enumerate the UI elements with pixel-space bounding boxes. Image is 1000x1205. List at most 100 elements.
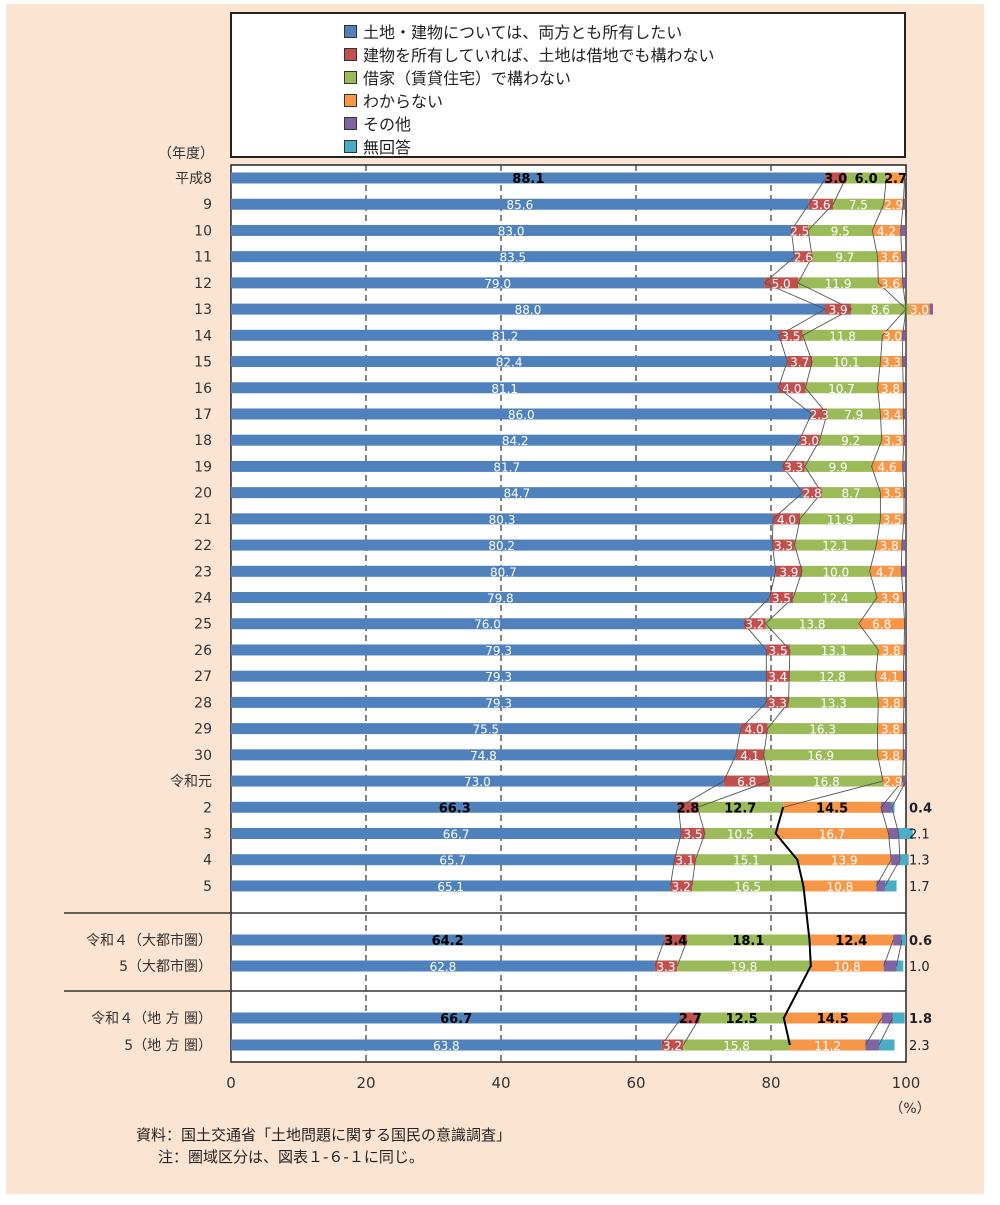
bar-4 — [888, 828, 899, 839]
legend-item-unknown: わからない — [344, 89, 443, 111]
data-label: 88.1 — [512, 172, 544, 187]
category-label: 11 — [194, 250, 212, 266]
bar-0 — [231, 539, 773, 551]
data-label: 3.4 — [768, 670, 787, 684]
bar-3 — [877, 749, 904, 761]
bar-1 — [769, 592, 794, 604]
data-label: 3.3 — [784, 460, 803, 474]
data-label: 62.8 — [430, 960, 457, 974]
data-label: 3.2 — [663, 1039, 682, 1053]
bar-1 — [766, 696, 789, 708]
bar-4 — [902, 460, 906, 472]
bar-3 — [775, 828, 889, 839]
data-label: 10.8 — [834, 960, 861, 974]
data-label: 83.0 — [498, 224, 525, 238]
bar-1 — [825, 172, 846, 184]
data-label: 15.8 — [723, 1039, 750, 1053]
data-label: 3.4 — [882, 408, 901, 422]
bar-4 — [876, 880, 886, 892]
category-label: 13 — [194, 302, 212, 318]
bar-3 — [881, 434, 904, 446]
bar-2 — [699, 1012, 784, 1024]
bar-0 — [231, 198, 809, 210]
data-label: 3.3 — [656, 960, 675, 974]
connector-line — [896, 939, 903, 967]
data-label: 8.7 — [841, 487, 860, 501]
category-label: 19 — [194, 459, 212, 475]
bar-3 — [871, 460, 903, 472]
category-label: 4 — [203, 853, 212, 869]
data-label: 11.8 — [829, 329, 856, 343]
data-label: 14.5 — [816, 801, 848, 816]
bar-2 — [687, 934, 810, 946]
bar-0 — [231, 696, 767, 708]
source-note: 資料：国土交通省「土地問題に関する国民の意識調査」 — [136, 1126, 512, 1144]
data-label: 9.2 — [841, 434, 860, 448]
bar-1 — [811, 408, 828, 420]
bar-3 — [909, 303, 930, 315]
legend: 土地・建物については、両方とも所有したい 建物を所有していれば、土地は借地でも構… — [230, 12, 906, 158]
data-label: 19.8 — [731, 960, 758, 974]
connector-line — [691, 177, 853, 886]
bar-3 — [883, 775, 903, 787]
bar-3 — [880, 487, 904, 499]
data-label: 14.5 — [817, 1012, 849, 1027]
data-label: 2.8 — [676, 801, 699, 816]
data-label: 3.3 — [768, 696, 787, 710]
data-label: 2.5 — [790, 224, 809, 238]
bar-3 — [877, 723, 904, 735]
bar-3 — [872, 224, 901, 236]
bar-0 — [231, 775, 724, 787]
bar-1 — [674, 854, 696, 866]
data-label: 12.8 — [819, 670, 846, 684]
category-label: 26 — [194, 643, 212, 659]
bar-0 — [231, 960, 655, 972]
category-label: 14 — [194, 328, 212, 344]
data-label: 3.3 — [883, 434, 902, 448]
bar-5 — [885, 880, 897, 892]
data-label: 9.9 — [829, 460, 848, 474]
bar-2 — [812, 356, 881, 368]
legend-item-own-both: 土地・建物については、両方とも所有したい — [344, 20, 682, 42]
data-label: 81.7 — [493, 460, 520, 474]
data-label: 3.8 — [880, 539, 899, 553]
bar-4 — [902, 356, 906, 368]
data-label: 18.1 — [732, 934, 764, 949]
connector-line — [884, 178, 907, 887]
bar-2 — [812, 251, 878, 263]
bar-1 — [766, 670, 790, 682]
bar-4 — [903, 408, 906, 420]
bar-0 — [231, 801, 679, 813]
data-label: 16.3 — [809, 723, 836, 737]
data-label: 3.9 — [829, 303, 848, 317]
bar-4 — [902, 775, 906, 787]
connector-line — [878, 1017, 893, 1046]
data-label: 79.3 — [485, 644, 512, 658]
bar-1 — [661, 1039, 684, 1051]
category-label: 15 — [194, 355, 212, 371]
bar-4 — [902, 277, 906, 289]
bar-0 — [231, 172, 826, 184]
bar-2 — [697, 801, 784, 813]
data-label: 3.5 — [769, 644, 788, 658]
bar-3 — [878, 696, 904, 708]
bar-3 — [875, 670, 904, 682]
data-label: 3.8 — [882, 644, 901, 658]
data-label: 1.3 — [909, 854, 930, 869]
bar-4 — [903, 382, 906, 394]
bar-4 — [903, 198, 906, 210]
bar-1 — [764, 277, 798, 289]
bar-1 — [681, 1012, 700, 1024]
data-label: 0.6 — [909, 934, 932, 949]
bar-5 — [899, 854, 909, 866]
bar-1 — [654, 960, 678, 972]
bar-1 — [787, 356, 813, 368]
bar-1 — [772, 539, 795, 551]
bar-4 — [903, 513, 906, 525]
bar-3 — [797, 854, 892, 866]
connector-line — [875, 177, 907, 887]
data-label: 0.4 — [909, 801, 932, 816]
category-label: 18 — [194, 433, 212, 449]
data-label: 3.8 — [882, 696, 901, 710]
